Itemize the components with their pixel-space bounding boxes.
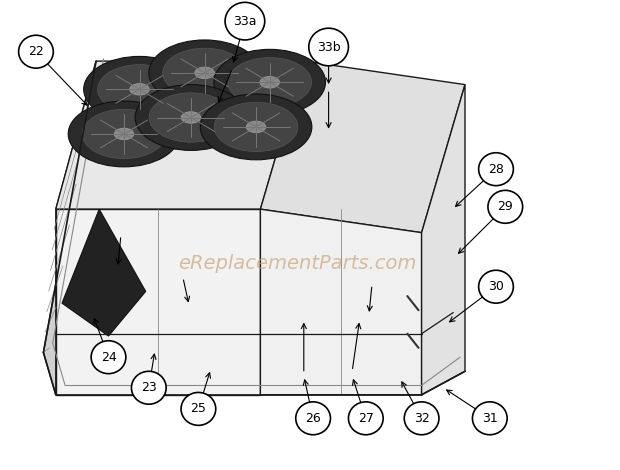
Ellipse shape (479, 270, 513, 303)
Text: 29: 29 (497, 200, 513, 213)
Ellipse shape (84, 56, 195, 122)
Ellipse shape (91, 341, 126, 374)
Ellipse shape (215, 102, 298, 152)
Text: 24: 24 (100, 351, 117, 364)
Ellipse shape (149, 40, 260, 106)
Text: 32: 32 (414, 412, 430, 425)
Ellipse shape (162, 48, 247, 98)
Ellipse shape (135, 85, 247, 150)
Polygon shape (260, 209, 422, 395)
Ellipse shape (195, 67, 215, 78)
Ellipse shape (260, 77, 280, 88)
Ellipse shape (200, 94, 312, 160)
Text: 22: 22 (28, 45, 44, 58)
Ellipse shape (479, 153, 513, 186)
Ellipse shape (82, 110, 166, 159)
Polygon shape (260, 61, 465, 233)
Ellipse shape (404, 402, 439, 435)
Text: 33a: 33a (233, 15, 257, 28)
Polygon shape (62, 209, 146, 336)
Ellipse shape (19, 35, 53, 68)
Ellipse shape (131, 371, 166, 404)
Polygon shape (56, 209, 260, 395)
Text: 30: 30 (488, 280, 504, 293)
Ellipse shape (214, 49, 326, 115)
Ellipse shape (130, 84, 149, 95)
Polygon shape (422, 85, 465, 395)
Ellipse shape (348, 402, 383, 435)
Ellipse shape (296, 402, 330, 435)
Ellipse shape (68, 101, 180, 167)
Text: 26: 26 (305, 412, 321, 425)
Text: 33b: 33b (317, 40, 340, 54)
Text: 27: 27 (358, 412, 374, 425)
Ellipse shape (181, 392, 216, 425)
Ellipse shape (246, 121, 266, 133)
Text: 31: 31 (482, 412, 498, 425)
Ellipse shape (225, 2, 265, 40)
Ellipse shape (228, 58, 312, 107)
Polygon shape (43, 61, 96, 395)
Ellipse shape (181, 112, 201, 123)
Ellipse shape (488, 190, 523, 223)
Ellipse shape (472, 402, 507, 435)
Text: 28: 28 (488, 163, 504, 176)
Polygon shape (56, 61, 304, 209)
Text: 25: 25 (190, 402, 206, 415)
Text: eReplacementParts.com: eReplacementParts.com (179, 254, 417, 273)
Ellipse shape (114, 128, 134, 140)
Ellipse shape (97, 64, 181, 114)
Ellipse shape (149, 93, 233, 142)
Text: 23: 23 (141, 381, 157, 394)
Ellipse shape (309, 28, 348, 66)
